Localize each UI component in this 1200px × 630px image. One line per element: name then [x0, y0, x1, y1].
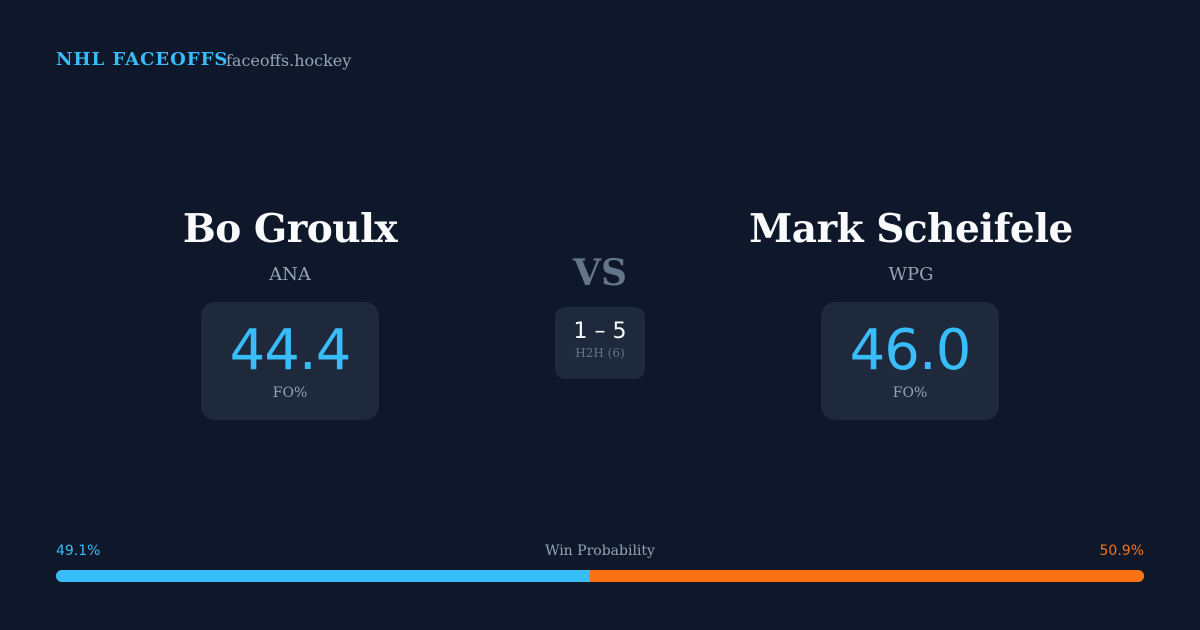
left-win-pct: 49.1%	[56, 543, 101, 559]
left-player-team: ANA	[269, 264, 311, 285]
left-player-name: Bo Groulx	[182, 206, 398, 252]
vs-label: VS	[573, 252, 627, 294]
right-win-fill	[590, 570, 1144, 582]
h2h-card: 1 – 5 H2H (6)	[555, 307, 645, 379]
right-fo-value: 46.0	[849, 318, 972, 383]
right-player-name: Mark Scheifele	[749, 206, 1073, 252]
left-fo-card: 44.4 FO%	[201, 302, 379, 420]
left-fo-value: 44.4	[229, 318, 352, 383]
win-probability-bar	[56, 570, 1144, 582]
left-fo-label: FO%	[272, 385, 308, 401]
h2h-label: H2H (6)	[575, 346, 625, 360]
right-fo-card: 46.0 FO%	[821, 302, 999, 420]
right-win-pct: 50.9%	[1099, 543, 1144, 559]
h2h-score: 1 – 5	[573, 319, 627, 344]
brand-title: NHL FACEOFFS	[56, 49, 229, 70]
right-player-team: WPG	[888, 264, 934, 285]
left-player: Bo Groulx ANA	[90, 206, 490, 285]
left-win-fill	[56, 570, 591, 582]
win-probability-label: Win Probability	[545, 543, 655, 559]
right-fo-label: FO%	[892, 385, 928, 401]
site-domain: faceoffs.hockey	[226, 51, 352, 70]
right-player: Mark Scheifele WPG	[711, 206, 1111, 285]
